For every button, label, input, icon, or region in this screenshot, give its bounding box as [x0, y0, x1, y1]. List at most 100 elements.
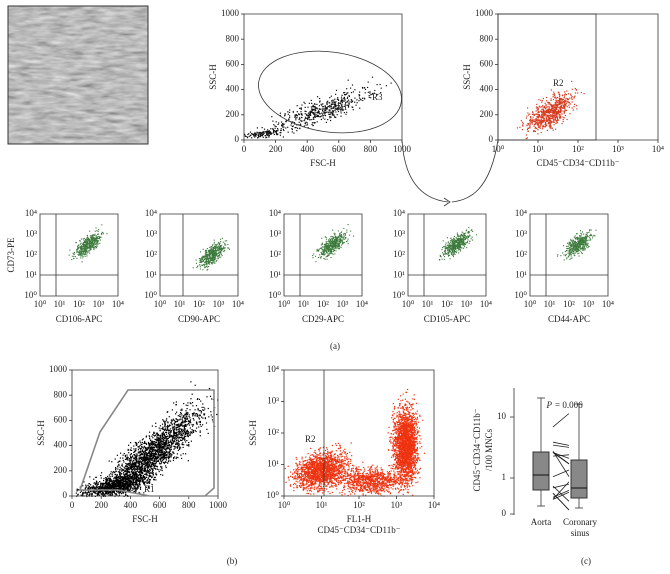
dot — [540, 123, 542, 125]
dot — [184, 438, 186, 440]
dot — [207, 266, 209, 268]
dot — [121, 465, 123, 467]
dot — [520, 120, 522, 122]
dot — [466, 247, 468, 249]
dot — [184, 413, 186, 415]
dot — [214, 249, 216, 251]
dot — [92, 246, 94, 248]
dot — [462, 242, 464, 244]
dot — [563, 259, 565, 261]
dot — [210, 257, 212, 259]
dot — [176, 447, 178, 449]
dot — [215, 252, 217, 254]
dot — [205, 250, 207, 252]
dot — [329, 117, 331, 119]
dot — [208, 253, 210, 255]
dot — [584, 249, 586, 251]
dot — [156, 465, 158, 467]
dot — [576, 238, 578, 240]
dot — [336, 236, 338, 238]
dot — [555, 99, 557, 101]
dot — [447, 244, 449, 246]
dot — [256, 127, 258, 129]
dot — [76, 251, 78, 253]
dot — [205, 254, 207, 256]
dot — [211, 245, 213, 247]
dot — [119, 474, 121, 476]
dot — [568, 242, 570, 244]
dot — [178, 443, 180, 445]
dot — [80, 254, 82, 256]
dot — [311, 108, 313, 110]
dot — [540, 99, 542, 101]
dot — [334, 246, 336, 248]
dot — [324, 258, 326, 260]
dot — [83, 246, 85, 248]
dot — [330, 112, 332, 114]
dot — [206, 396, 208, 398]
dot — [461, 240, 463, 242]
dot — [535, 118, 537, 120]
dot — [216, 247, 218, 249]
dot — [574, 235, 576, 237]
dot — [575, 249, 577, 251]
dot — [550, 125, 552, 127]
dot — [535, 110, 537, 112]
dot — [540, 131, 542, 134]
dot — [141, 443, 143, 446]
dot — [251, 132, 253, 135]
dot — [178, 427, 180, 429]
dot — [444, 256, 446, 258]
dot — [546, 129, 548, 131]
dot — [139, 457, 141, 459]
dot — [213, 247, 215, 249]
dot — [200, 261, 202, 263]
dot — [90, 247, 92, 249]
dot — [322, 113, 324, 115]
dot — [577, 243, 579, 245]
dot — [546, 119, 548, 121]
dot — [73, 251, 75, 253]
dot — [168, 444, 171, 446]
dot — [97, 235, 99, 237]
dot — [86, 246, 88, 248]
dot — [456, 242, 458, 244]
dot — [547, 111, 549, 113]
dot — [98, 233, 100, 235]
dot — [459, 245, 461, 247]
dot — [159, 450, 161, 452]
dot — [334, 98, 336, 100]
dot — [269, 133, 271, 135]
dot — [527, 107, 529, 109]
dot — [199, 422, 201, 424]
dot — [150, 454, 152, 456]
dot — [334, 116, 336, 118]
dot — [448, 249, 450, 251]
dot — [556, 101, 558, 103]
dot — [79, 253, 81, 255]
dot — [294, 115, 297, 117]
dot — [447, 248, 449, 250]
dot — [206, 255, 208, 257]
dot — [330, 244, 332, 246]
dot — [572, 247, 574, 249]
dot — [150, 450, 152, 453]
dot — [340, 115, 342, 117]
dot — [580, 243, 582, 245]
dot — [215, 245, 217, 247]
dot — [352, 109, 354, 111]
dot — [570, 257, 572, 259]
dot — [551, 116, 554, 118]
dot — [321, 248, 323, 250]
dot — [449, 249, 451, 251]
dot — [343, 242, 345, 244]
dot — [575, 246, 577, 248]
dot — [582, 247, 584, 249]
dot — [205, 258, 207, 260]
dot — [132, 478, 134, 480]
dot — [150, 456, 152, 458]
dot — [519, 126, 521, 128]
dot — [551, 107, 553, 109]
dot — [144, 449, 146, 451]
dot — [527, 123, 529, 125]
